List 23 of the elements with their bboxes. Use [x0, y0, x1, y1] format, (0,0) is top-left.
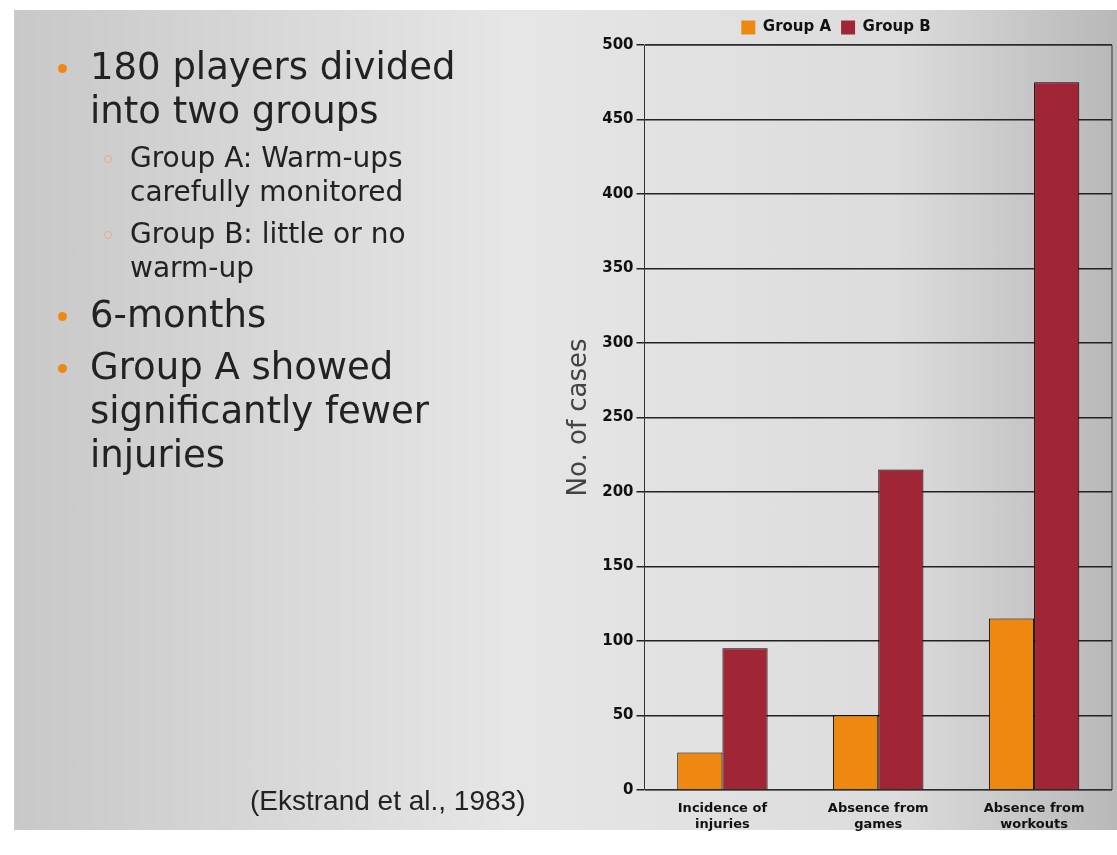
text: (Ekstrand et al., 1983): [250, 785, 526, 817]
text: 180 players divided into two groups: [40, 45, 480, 133]
legend-label: Group B: [862, 17, 931, 36]
x-tick-label: Incidence of injuries: [677, 799, 768, 831]
y-tick-label: 150: [602, 556, 634, 575]
text: Group A showed significantly fewer injuries: [40, 345, 480, 477]
y-axis-title: No. of cases: [562, 338, 593, 497]
y-tick-label: 200: [602, 481, 634, 500]
y-tick-label: 450: [602, 109, 634, 128]
text: Group B: little or no warm-up: [40, 217, 480, 285]
y-tick-label: 350: [602, 258, 634, 277]
x-tick-label: Absence from workouts: [983, 799, 1085, 831]
legend-label: Group A: [762, 17, 832, 36]
y-tick-label: 400: [602, 183, 634, 202]
y-tick-label: 0: [623, 779, 634, 798]
y-tick-label: 100: [602, 630, 634, 649]
y-tick-label: 50: [612, 705, 634, 724]
text: 6-months: [40, 293, 480, 337]
text: Group A: Warm-ups carefully monitored: [40, 141, 480, 209]
y-tick-label: 250: [602, 407, 634, 426]
y-tick-label: 300: [602, 332, 634, 351]
y-tick-label: 500: [602, 34, 634, 53]
x-tick-label: Absence from games: [827, 799, 929, 831]
